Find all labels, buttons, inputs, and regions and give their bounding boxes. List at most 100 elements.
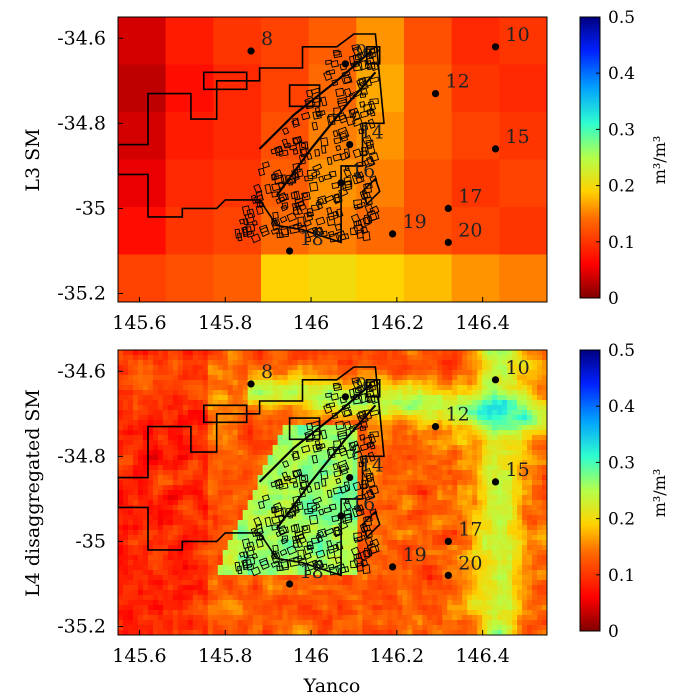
bottom-field-cell <box>512 430 518 436</box>
bottom-field-cell <box>132 360 139 366</box>
bottom-field-cell <box>217 530 224 536</box>
bottom-field-cell <box>372 560 378 566</box>
top-field-cell <box>308 254 357 302</box>
bottom-field-cell <box>322 485 328 491</box>
bottom-field-cell <box>222 410 229 416</box>
bottom-field-cell <box>127 375 134 381</box>
bottom-field-cell <box>532 525 538 531</box>
bottom-field-cell <box>232 575 239 581</box>
bottom-field-cell <box>397 615 403 621</box>
bottom-field-cell <box>417 555 423 561</box>
bottom-field-cell <box>372 360 378 366</box>
bottom-field-cell <box>327 490 333 496</box>
bottom-field-cell <box>482 430 488 436</box>
bottom-field-cell <box>537 555 543 561</box>
bottom-field-cell <box>377 350 383 356</box>
bottom-field-cell <box>202 605 209 611</box>
bottom-field-cell <box>447 485 453 491</box>
bottom-field-cell <box>172 535 179 541</box>
bottom-field-cell <box>267 415 274 421</box>
bottom-field-cell <box>492 555 498 561</box>
bottom-field-cell <box>242 430 249 436</box>
bottom-field-cell <box>157 610 164 616</box>
bottom-field-cell <box>118 530 124 536</box>
bottom-field-cell <box>437 590 443 596</box>
bottom-field-cell <box>337 615 343 621</box>
bottom-field-cell <box>182 500 189 506</box>
bottom-field-cell <box>167 500 174 506</box>
bottom-field-cell <box>207 575 214 581</box>
bottom-field-cell <box>487 455 493 461</box>
bottom-field-cell <box>362 525 368 531</box>
bottom-field-cell <box>297 545 303 551</box>
bottom-field-cell <box>452 390 458 396</box>
bottom-field-cell <box>302 360 308 366</box>
bottom-field-cell <box>162 525 169 531</box>
bottom-field-cell <box>437 515 443 521</box>
bottom-field-cell <box>118 580 124 586</box>
bottom-field-cell <box>502 610 508 616</box>
bottom-field-cell <box>512 350 518 356</box>
bottom-field-cell <box>517 350 523 356</box>
bottom-field-cell <box>507 525 513 531</box>
bottom-field-cell <box>542 370 547 376</box>
bottom-field-cell <box>472 360 478 366</box>
bottom-field-cell <box>372 405 378 411</box>
bottom-field-cell <box>297 455 303 461</box>
bottom-field-cell <box>542 465 547 471</box>
bottom-field-cell <box>142 435 149 441</box>
bottom-field-cell <box>387 585 393 591</box>
bottom-field-cell <box>542 385 547 391</box>
bottom-field-cell <box>442 505 448 511</box>
bottom-field-cell <box>282 385 289 391</box>
bottom-field-cell <box>427 590 433 596</box>
bottom-field-cell <box>257 480 264 486</box>
bottom-field-cell <box>482 445 488 451</box>
bottom-field-cell <box>397 570 403 576</box>
bottom-field-cell <box>137 430 144 436</box>
bottom-field-cell <box>472 420 478 426</box>
bottom-field-cell <box>122 485 129 491</box>
bottom-field-cell <box>137 560 144 566</box>
bottom-field-cell <box>227 525 234 531</box>
bottom-field-cell <box>352 515 358 521</box>
bottom-field-cell <box>532 510 538 516</box>
bottom-field-cell <box>157 350 164 356</box>
bottom-field-cell <box>517 580 523 586</box>
bottom-field-cell <box>242 570 249 576</box>
bottom-field-cell <box>202 355 209 361</box>
bottom-field-cell <box>542 355 547 361</box>
bottom-field-cell <box>317 380 323 386</box>
bottom-field-cell <box>357 575 363 581</box>
bottom-field-cell <box>132 615 139 621</box>
bottom-field-cell <box>212 530 219 536</box>
bottom-field-cell <box>187 600 194 606</box>
bottom-field-cell <box>492 430 498 436</box>
bottom-field-cell <box>447 530 453 536</box>
bottom-field-cell <box>222 440 229 446</box>
bottom-field-cell <box>182 525 189 531</box>
bottom-field-cell <box>457 585 463 591</box>
bottom-field-cell <box>232 540 239 546</box>
bottom-field-cell <box>427 500 433 506</box>
bottom-field-cell <box>172 425 179 431</box>
farm-parcel <box>353 199 363 209</box>
bottom-field-cell <box>272 500 279 506</box>
bottom-field-cell <box>222 510 229 516</box>
bottom-field-cell <box>457 530 463 536</box>
bottom-field-cell <box>527 565 533 571</box>
bottom-field-cell <box>352 420 358 426</box>
bottom-field-cell <box>472 475 478 481</box>
bottom-field-cell <box>482 540 488 546</box>
bottom-field-cell <box>118 370 124 376</box>
bottom-field-cell <box>187 385 194 391</box>
bottom-field-cell <box>237 400 244 406</box>
bottom-field-cell <box>522 420 528 426</box>
top-field-cell <box>118 17 167 66</box>
bottom-field-cell <box>497 405 503 411</box>
bottom-field-cell <box>118 365 124 371</box>
bottom-field-cell <box>482 485 488 491</box>
bottom-field-cell <box>302 370 308 376</box>
bottom-field-cell <box>517 550 523 556</box>
bottom-field-cell <box>412 380 418 386</box>
